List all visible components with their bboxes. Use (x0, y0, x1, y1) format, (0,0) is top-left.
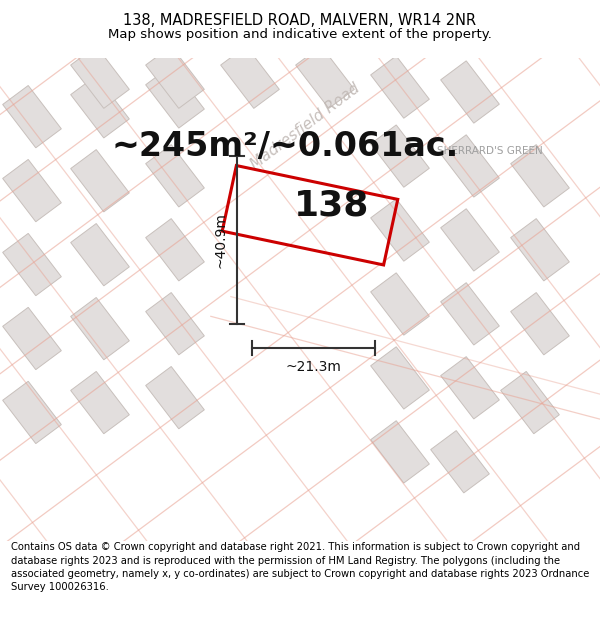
Text: 138, MADRESFIELD ROAD, MALVERN, WR14 2NR: 138, MADRESFIELD ROAD, MALVERN, WR14 2NR (124, 12, 476, 28)
Polygon shape (71, 371, 130, 434)
Polygon shape (440, 209, 499, 271)
Polygon shape (440, 135, 499, 197)
Text: ~40.9m: ~40.9m (213, 212, 227, 268)
Polygon shape (440, 61, 499, 123)
Polygon shape (2, 86, 61, 148)
Polygon shape (500, 371, 559, 434)
Polygon shape (296, 46, 355, 108)
Polygon shape (440, 357, 499, 419)
Polygon shape (146, 219, 205, 281)
Polygon shape (146, 366, 205, 429)
Text: Madresfield Road: Madresfield Road (248, 81, 362, 172)
Text: ~245m²/~0.061ac.: ~245m²/~0.061ac. (112, 130, 458, 162)
Polygon shape (371, 56, 430, 118)
Text: ~21.3m: ~21.3m (286, 360, 341, 374)
Polygon shape (371, 125, 430, 188)
Polygon shape (371, 347, 430, 409)
Polygon shape (146, 292, 205, 355)
Polygon shape (371, 273, 430, 335)
Polygon shape (146, 46, 205, 108)
Polygon shape (440, 282, 499, 345)
Polygon shape (511, 219, 569, 281)
Polygon shape (2, 308, 61, 369)
Text: Map shows position and indicative extent of the property.: Map shows position and indicative extent… (108, 28, 492, 41)
Polygon shape (146, 66, 205, 128)
Polygon shape (71, 149, 130, 212)
Polygon shape (71, 298, 130, 360)
Polygon shape (71, 76, 130, 138)
Text: Contains OS data © Crown copyright and database right 2021. This information is : Contains OS data © Crown copyright and d… (11, 542, 589, 592)
Polygon shape (2, 381, 61, 444)
Polygon shape (511, 144, 569, 207)
Polygon shape (511, 292, 569, 355)
Polygon shape (2, 159, 61, 222)
Polygon shape (371, 199, 430, 261)
Polygon shape (2, 233, 61, 296)
Polygon shape (71, 46, 130, 108)
Polygon shape (146, 144, 205, 207)
Polygon shape (221, 46, 280, 108)
Text: 138: 138 (295, 188, 370, 222)
Polygon shape (371, 421, 430, 483)
Text: SHERRARD'S GREEN: SHERRARD'S GREEN (437, 146, 543, 156)
Polygon shape (431, 431, 490, 493)
Polygon shape (71, 224, 130, 286)
